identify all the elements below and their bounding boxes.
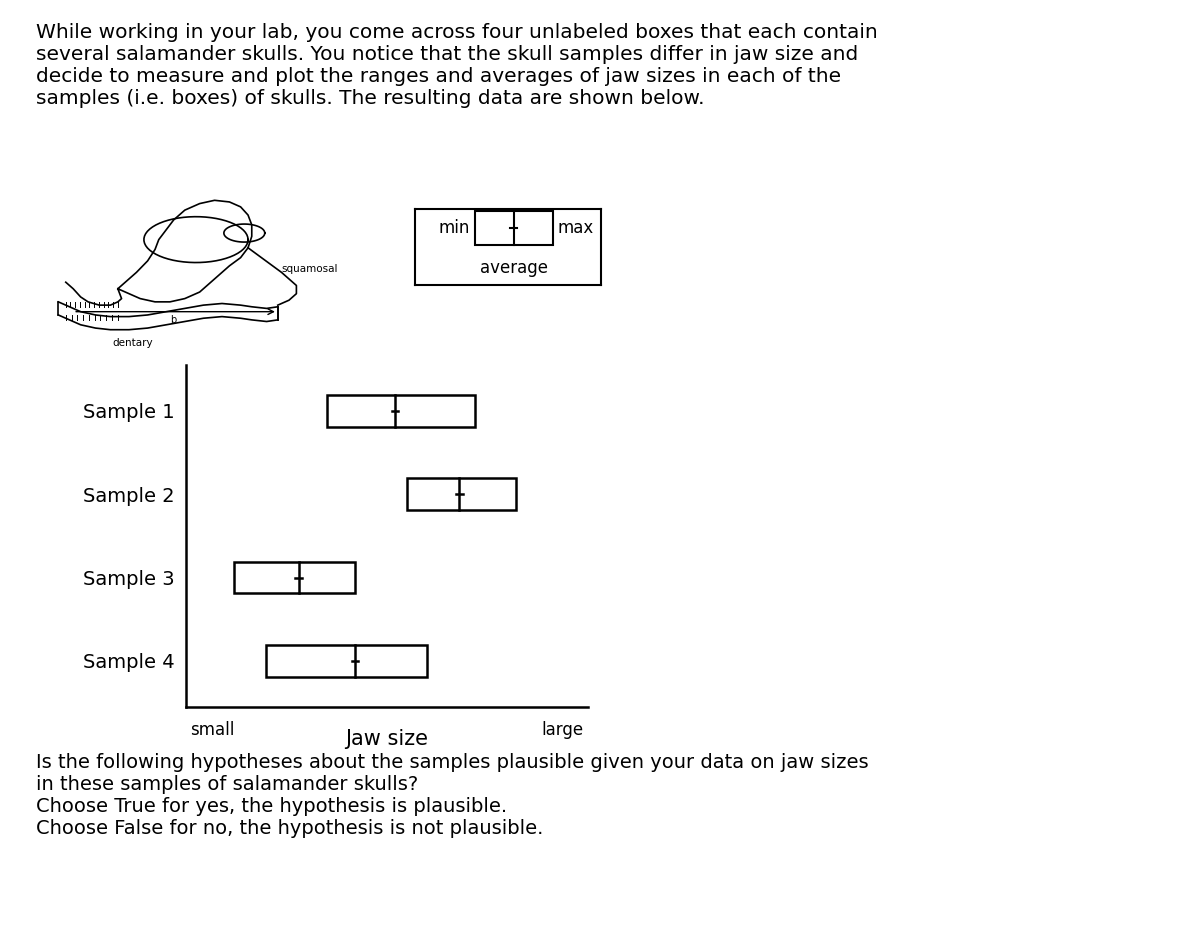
Text: Is the following hypotheses about the samples plausible given your data on jaw s: Is the following hypotheses about the sa… xyxy=(36,753,869,839)
Bar xyxy=(326,395,475,427)
Text: dentary: dentary xyxy=(113,338,154,348)
Bar xyxy=(407,478,516,510)
Text: small: small xyxy=(190,721,234,739)
Text: While working in your lab, you come across four unlabeled boxes that each contai: While working in your lab, you come acro… xyxy=(36,23,877,109)
Bar xyxy=(266,645,427,677)
Text: max: max xyxy=(558,219,594,237)
Text: Jaw size: Jaw size xyxy=(346,729,428,749)
Text: average: average xyxy=(480,259,547,277)
Text: large: large xyxy=(542,721,584,739)
Text: b: b xyxy=(170,314,176,325)
Text: squamosal: squamosal xyxy=(282,264,338,274)
Bar xyxy=(475,211,553,245)
Bar xyxy=(234,562,355,593)
Text: min: min xyxy=(439,219,470,237)
